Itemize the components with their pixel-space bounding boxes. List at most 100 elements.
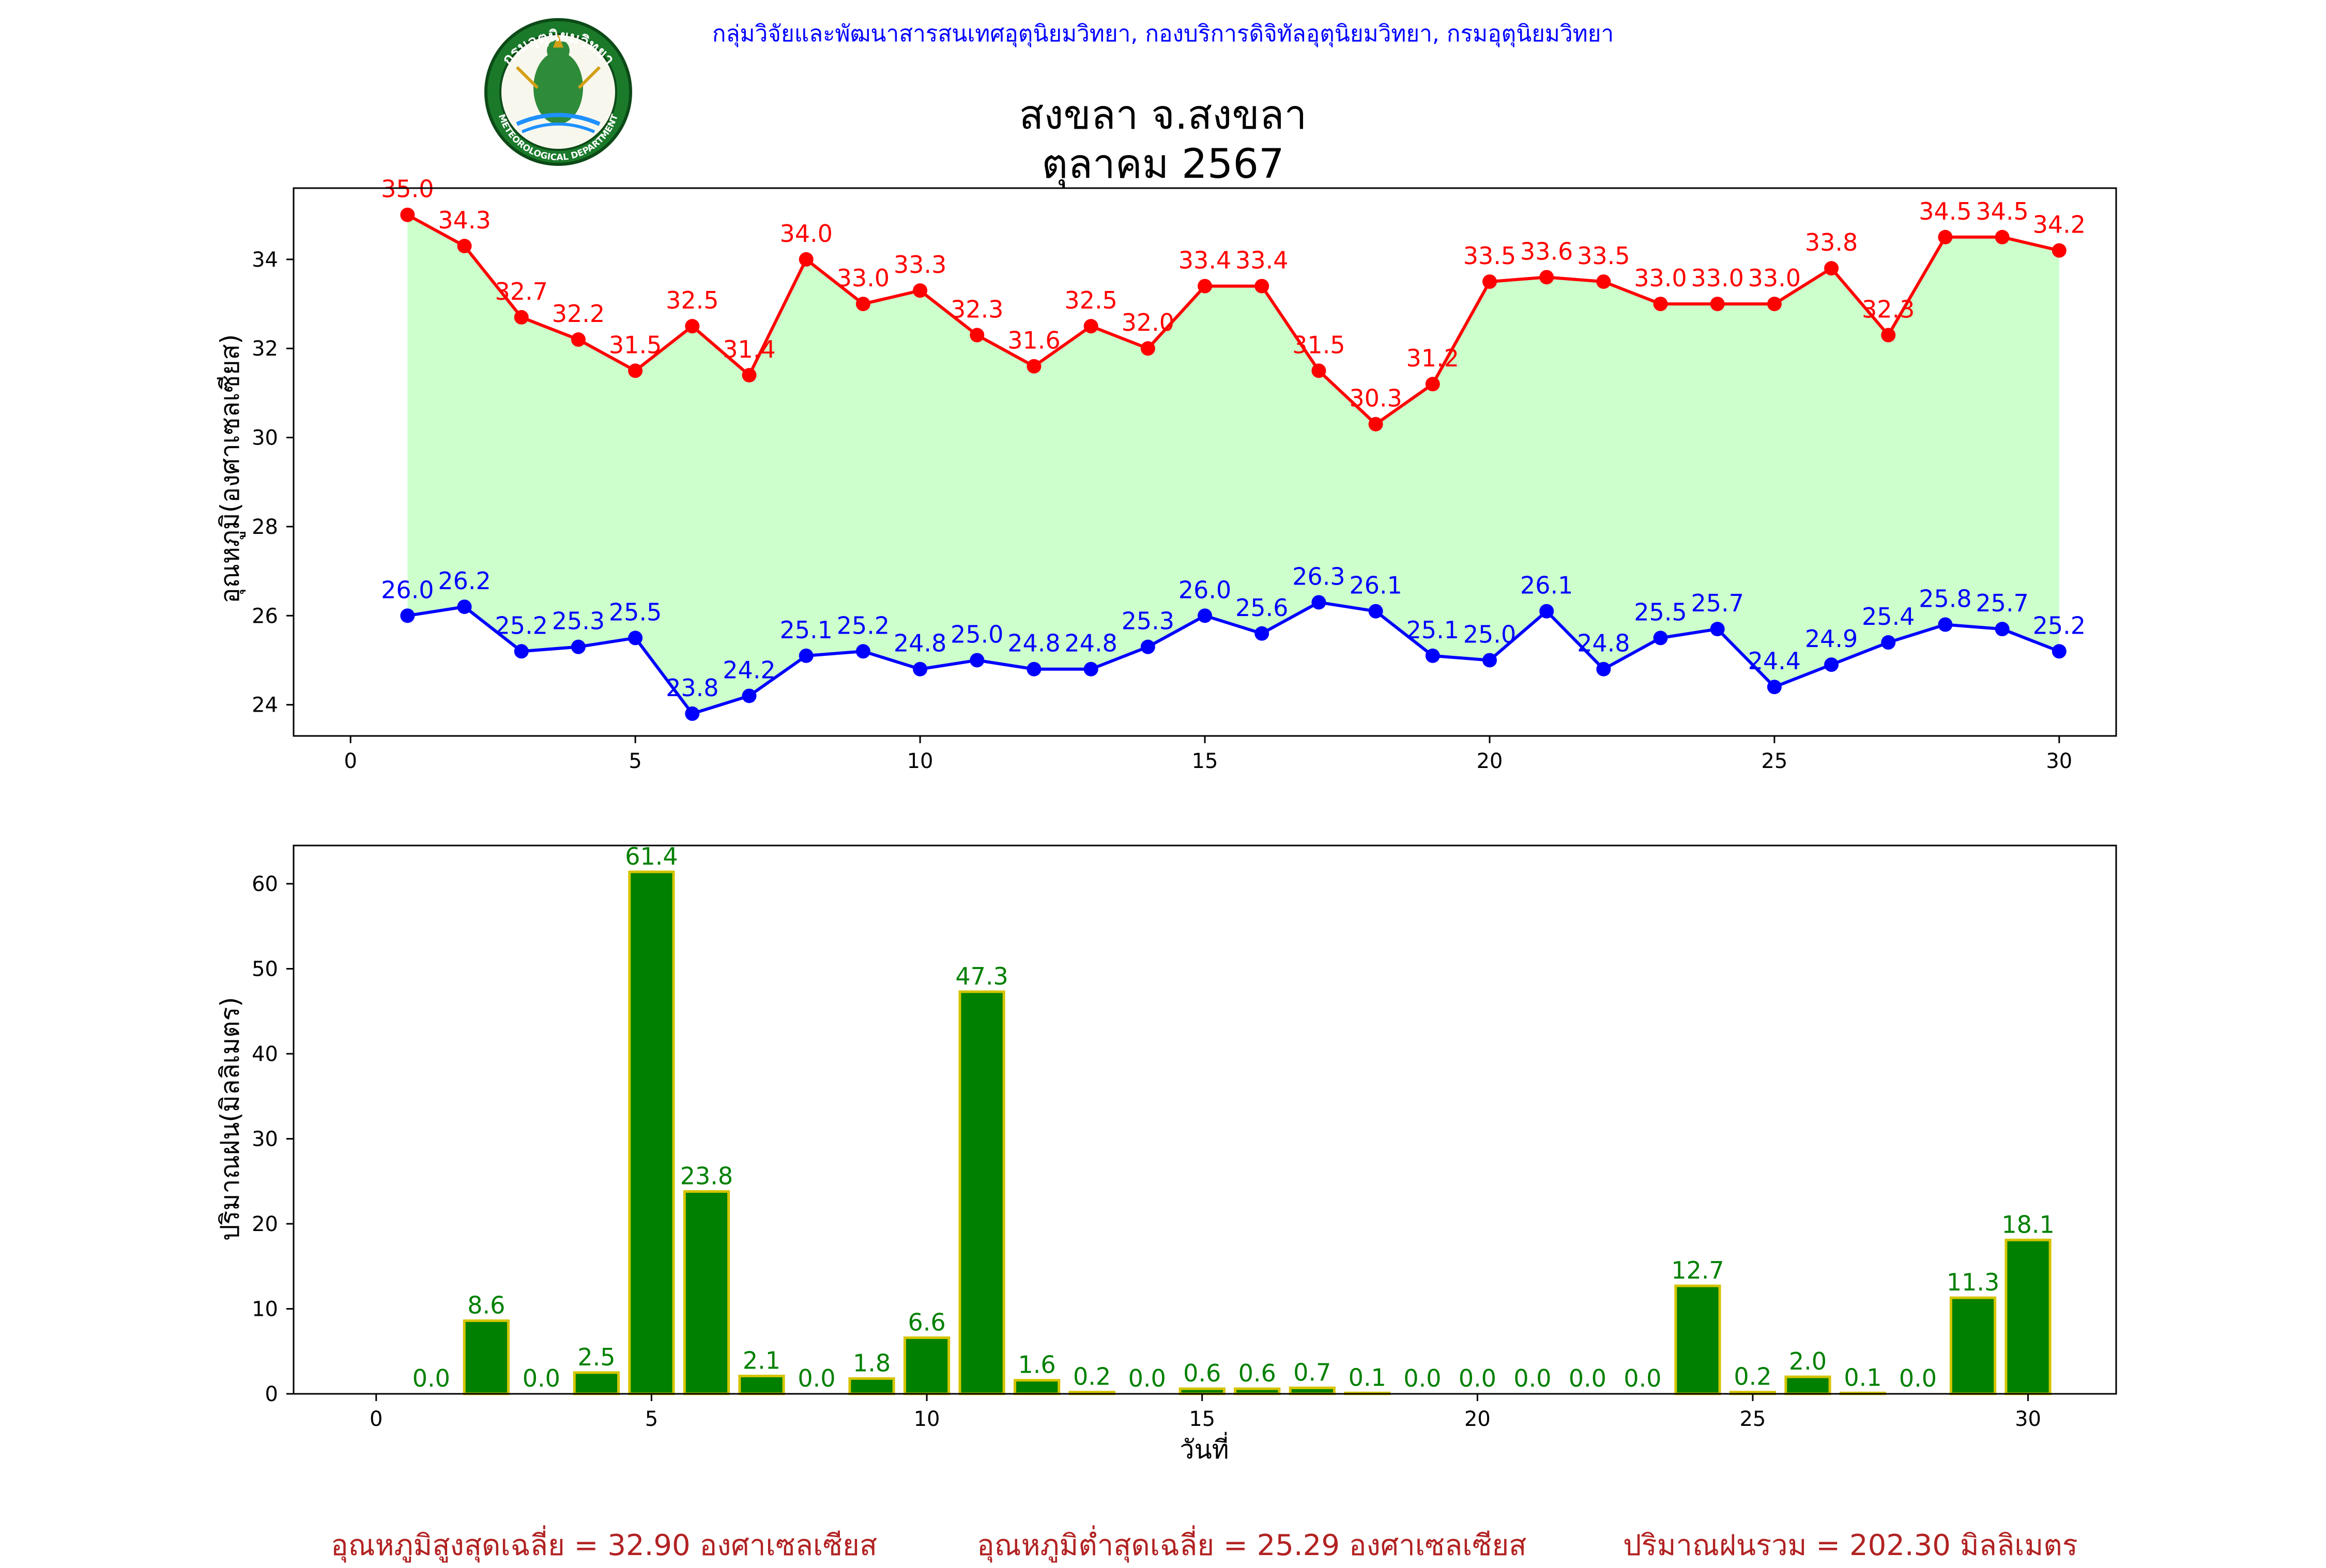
rainfall-bar <box>958 990 1005 1395</box>
min-temperature-point <box>2052 644 2067 659</box>
min-temperature-label: 24.8 <box>894 629 946 657</box>
rainfall-x-tick-label: 20 <box>1464 1407 1491 1431</box>
min-temperature-label: 25.2 <box>837 611 890 639</box>
max-temperature-label: 33.8 <box>1805 228 1858 256</box>
min-temperature-line <box>407 601 2060 716</box>
max-temperature-label: 32.5 <box>1064 286 1117 314</box>
rainfall-y-tick-label: 40 <box>252 1042 278 1066</box>
temperature-y-tick-label: 28 <box>252 515 278 539</box>
max-temperature-point <box>1938 229 1953 244</box>
min-temperature-point <box>1710 622 1725 637</box>
min-temperature-point <box>1027 662 1042 677</box>
min-temperature-label: 24.8 <box>1577 629 1630 657</box>
max-temperature-point <box>1368 417 1383 432</box>
rainfall-bar-label: 1.6 <box>1018 1351 1056 1379</box>
max-temperature-point <box>571 332 586 347</box>
max-temperature-label: 32.3 <box>951 295 1003 323</box>
max-temperature-label: 31.2 <box>1406 344 1459 372</box>
rainfall-bar-label: 0.0 <box>412 1364 450 1392</box>
max-temperature-label: 33.0 <box>837 264 890 292</box>
rainfall-y-tick-label: 30 <box>252 1128 278 1151</box>
rainfall-bar <box>1289 1386 1336 1395</box>
max-temperature-point <box>1881 328 1896 343</box>
rainfall-bar-label: 0.6 <box>1238 1359 1276 1387</box>
max-temperature-label: 34.0 <box>779 220 832 248</box>
max-temperature-label: 31.4 <box>723 335 775 363</box>
rainfall-bar-label: 23.8 <box>680 1162 733 1190</box>
max-temperature-label: 31.5 <box>609 331 662 359</box>
max-temperature-line <box>406 213 2060 426</box>
max-temperature-label: 32.2 <box>552 300 605 328</box>
min-temperature-label: 25.5 <box>609 598 662 626</box>
min-temperature-label: 25.0 <box>951 620 1003 648</box>
min-temperature-point <box>1425 648 1440 663</box>
max-temperature-label: 32.3 <box>1862 295 1915 323</box>
rainfall-bar-label: 0.0 <box>798 1364 835 1392</box>
rainfall-bar-label: 2.0 <box>1789 1347 1827 1375</box>
max-temperature-point <box>1311 363 1326 378</box>
rainfall-bar-label: 8.6 <box>467 1292 505 1319</box>
max-temperature-label: 33.4 <box>1179 247 1231 274</box>
max-temperature-label: 34.5 <box>1919 197 1971 225</box>
min-temperature-label: 25.4 <box>1862 603 1915 631</box>
max-temperature-point <box>1254 279 1269 294</box>
max-temperature-point <box>1653 297 1668 312</box>
min-temperature-label: 25.7 <box>1691 589 1743 617</box>
min-temperature-point <box>457 599 472 614</box>
rainfall-bar <box>683 1190 730 1395</box>
rainfall-bar <box>738 1374 785 1395</box>
rainfall-bar-label: 6.6 <box>908 1308 945 1336</box>
rainfall-bar <box>573 1371 620 1395</box>
max-temperature-point <box>1596 274 1611 289</box>
max-temperature-label: 33.0 <box>1691 264 1743 292</box>
rainfall-bar-label: 0.0 <box>1128 1364 1166 1392</box>
max-temperature-point <box>1539 270 1554 285</box>
max-temperature-point <box>799 252 814 267</box>
min-temperature-point <box>1539 604 1554 619</box>
min-temperature-point <box>685 706 700 721</box>
max-temperature-point <box>2052 243 2067 258</box>
rainfall-bar <box>463 1319 510 1395</box>
temperature-x-tick-label: 25 <box>1761 749 1787 773</box>
min-temperature-point <box>1140 639 1155 654</box>
min-temperature-point <box>1881 635 1896 650</box>
rainfall-bar-label: 0.6 <box>1183 1359 1221 1387</box>
min-temperature-label: 26.3 <box>1292 562 1345 590</box>
min-temperature-point <box>571 639 586 654</box>
rainfall-bar-label: 61.4 <box>625 842 678 870</box>
min-temperature-label: 26.1 <box>1349 572 1402 599</box>
rainfall-bar-label: 0.0 <box>1513 1364 1551 1392</box>
rainfall-bar-label: 1.8 <box>853 1349 891 1377</box>
min-temperature-label: 24.8 <box>1007 629 1060 657</box>
max-temperature-label: 33.5 <box>1577 242 1630 270</box>
rainfall-bar <box>2004 1238 2052 1395</box>
max-temperature-point <box>1995 229 2010 244</box>
min-temperature-point <box>1824 657 1839 672</box>
min-temperature-point <box>855 644 870 659</box>
rainfall-bar-label: 12.7 <box>1671 1256 1724 1284</box>
rainfall-y-tick-label: 60 <box>252 872 278 896</box>
min-temperature-label: 24.9 <box>1805 625 1858 653</box>
temperature-chart: อุณหภูมิ(องศาเซลเซียส) 35.034.332.732.23… <box>215 175 2117 773</box>
temperature-x-tick-label: 30 <box>2046 749 2072 773</box>
rainfall-bar <box>903 1336 951 1395</box>
max-temperature-point <box>1027 359 1042 374</box>
temperature-y-tick-label: 32 <box>252 337 278 361</box>
rainfall-bar-label: 2.1 <box>743 1346 781 1374</box>
min-temperature-point <box>628 631 643 645</box>
min-temperature-label: 25.6 <box>1235 594 1288 622</box>
min-temperature-label: 25.2 <box>495 611 548 639</box>
max-temperature-label: 31.6 <box>1007 327 1060 355</box>
max-temperature-point <box>1767 297 1782 312</box>
rainfall-bar-label: 0.1 <box>1349 1363 1386 1391</box>
min-temperature-label: 26.2 <box>438 567 491 595</box>
rainfall-bar <box>628 870 675 1395</box>
rainfall-bar-label: 0.0 <box>1569 1364 1606 1392</box>
chart-title-station: สงขลา จ.สงขลา <box>1019 92 1307 139</box>
rainfall-x-tick-label: 0 <box>370 1407 382 1431</box>
min-temperature-point <box>1596 662 1611 677</box>
min-temperature-point <box>1767 680 1782 695</box>
min-temperature-label: 25.0 <box>1463 620 1516 648</box>
temperature-plot-frame <box>293 187 2117 737</box>
max-temperature-label: 30.3 <box>1349 385 1402 412</box>
